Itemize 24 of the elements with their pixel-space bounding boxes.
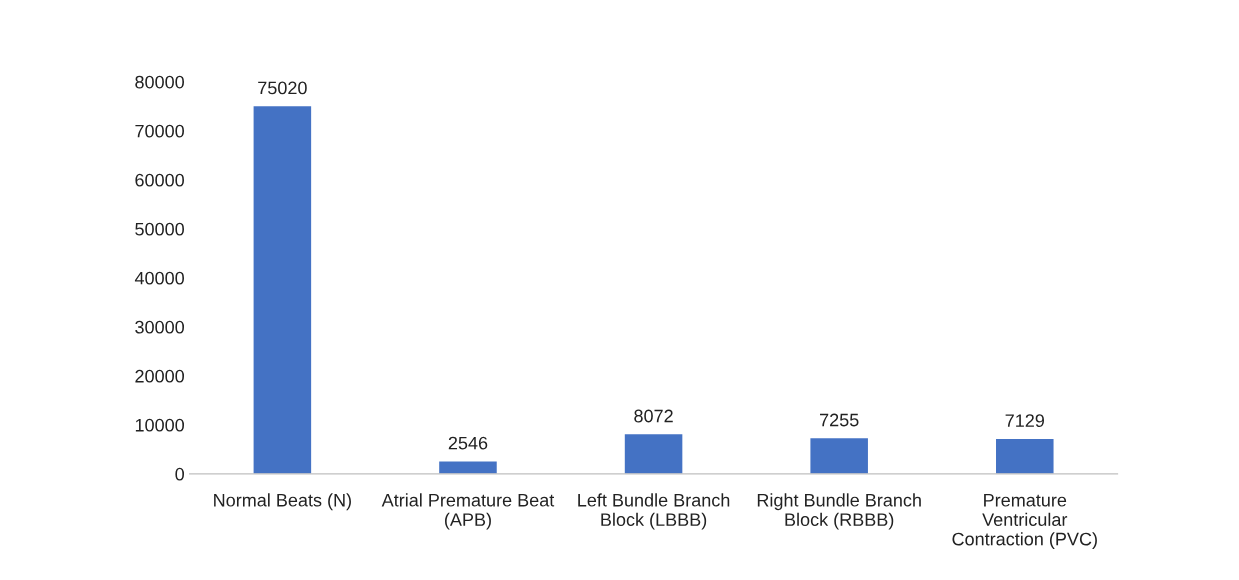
data-label: 75020 xyxy=(258,81,307,95)
x-tick-label: Left Bundle Branch Block (LBBB) xyxy=(578,493,730,530)
y-tick-label: 40000 xyxy=(134,271,184,285)
x-tick-label: Atrial Premature Beat (APB) xyxy=(381,493,555,530)
data-label: 2546 xyxy=(448,436,488,450)
data-label: 7255 xyxy=(820,413,859,427)
bar xyxy=(253,106,312,474)
data-label: 8072 xyxy=(634,409,673,423)
bar xyxy=(996,438,1054,474)
x-tick-label: Normal Beats (N) xyxy=(214,493,351,511)
y-tick-label: 60000 xyxy=(135,173,184,187)
y-tick-label: 0 xyxy=(175,467,184,481)
bar xyxy=(624,434,683,474)
data-label: 7129 xyxy=(1005,414,1045,428)
y-tick-label: 50000 xyxy=(135,222,184,236)
x-tick-label: Right Bundle Branch Block (RBBB) xyxy=(757,493,921,530)
bar xyxy=(439,461,497,474)
x-tick-label: Premature Ventricular Contraction (PVC) xyxy=(952,493,1097,550)
bar xyxy=(810,438,868,474)
y-tick-label: 80000 xyxy=(135,75,184,89)
y-tick-label: 70000 xyxy=(135,124,184,138)
y-tick-label: 30000 xyxy=(135,320,184,334)
y-tick-label: 20000 xyxy=(135,369,184,383)
y-tick-label: 10000 xyxy=(135,418,184,432)
